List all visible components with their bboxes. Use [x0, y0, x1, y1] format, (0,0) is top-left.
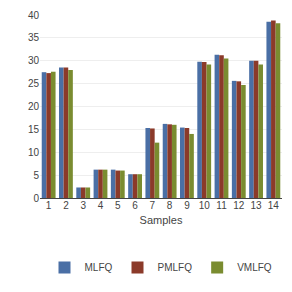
svg-text:10: 10: [199, 200, 211, 211]
svg-text:12: 12: [233, 200, 245, 211]
svg-text:5: 5: [115, 200, 121, 211]
svg-text:20: 20: [28, 101, 40, 112]
svg-text:5: 5: [33, 170, 39, 181]
svg-text:4: 4: [98, 200, 104, 211]
svg-text:10: 10: [28, 147, 40, 158]
svg-text:8: 8: [167, 200, 173, 211]
svg-text:MLFQ: MLFQ: [85, 262, 113, 273]
svg-text:0: 0: [33, 193, 39, 204]
svg-text:9: 9: [184, 200, 190, 211]
svg-text:PMLFQ: PMLFQ: [158, 262, 193, 273]
svg-text:30: 30: [28, 55, 40, 66]
svg-text:Samples: Samples: [140, 214, 183, 226]
svg-text:1: 1: [46, 200, 52, 211]
svg-text:VMLFQ: VMLFQ: [237, 262, 272, 273]
svg-text:2: 2: [63, 200, 69, 211]
svg-text:14: 14: [268, 200, 280, 211]
svg-text:13: 13: [251, 200, 263, 211]
svg-text:11: 11: [216, 200, 227, 211]
svg-text:25: 25: [28, 78, 40, 89]
svg-text:15: 15: [28, 124, 40, 135]
svg-text:40: 40: [28, 10, 40, 21]
svg-text:35: 35: [28, 32, 40, 43]
svg-text:6: 6: [132, 200, 138, 211]
svg-text:3: 3: [80, 200, 86, 211]
svg-text:7: 7: [150, 200, 156, 211]
